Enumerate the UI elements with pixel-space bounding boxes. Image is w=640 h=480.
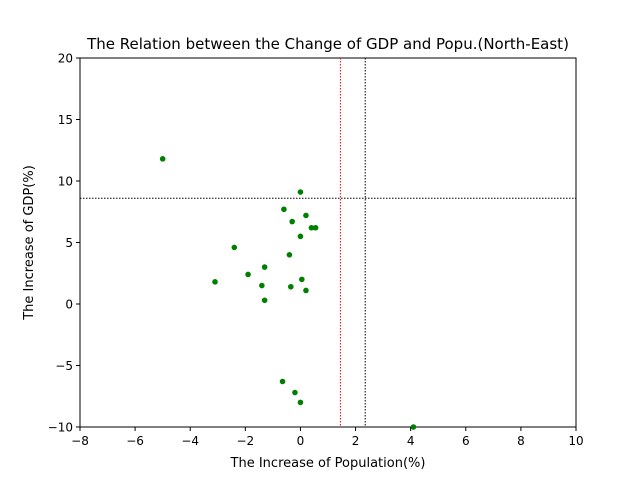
x-axis-ticks: −8 −6 −4 −2 0 2 4 6 8 10 xyxy=(71,427,584,448)
data-point xyxy=(286,252,293,258)
data-point xyxy=(312,224,319,231)
y-tick-label: 10 xyxy=(58,175,73,189)
data-point xyxy=(292,389,298,396)
data-point xyxy=(303,287,309,294)
plot-area-frame xyxy=(79,57,577,428)
y-tick-label: 15 xyxy=(58,113,73,127)
y-tick-label: −10 xyxy=(48,421,73,435)
y-axis-label: The Increase of GDP(%) xyxy=(22,165,37,321)
y-tick-label: 0 xyxy=(65,298,73,312)
data-point xyxy=(279,378,286,385)
data-point xyxy=(281,206,287,213)
data-point xyxy=(288,283,294,290)
data-point xyxy=(297,189,304,195)
data-point xyxy=(231,244,238,251)
x-tick-label: 8 xyxy=(517,434,525,448)
data-point xyxy=(308,224,315,231)
data-point xyxy=(212,279,218,285)
x-tick-label: 10 xyxy=(568,434,583,448)
x-tick-label: −2 xyxy=(236,434,254,448)
x-tick-label: 0 xyxy=(297,434,305,448)
y-tick-label: −5 xyxy=(55,359,73,373)
data-point xyxy=(245,271,251,278)
data-point xyxy=(297,233,304,240)
data-point xyxy=(259,282,265,289)
data-point xyxy=(297,399,304,406)
x-tick-label: −8 xyxy=(71,434,89,448)
data-point xyxy=(159,156,166,162)
reference-lines xyxy=(80,58,576,427)
y-tick-label: 5 xyxy=(65,236,73,250)
chart-title: The Relation between the Change of GDP a… xyxy=(86,35,569,53)
data-point xyxy=(303,212,309,219)
data-point xyxy=(410,424,417,430)
y-tick-label: 20 xyxy=(58,52,73,66)
x-tick-label: 6 xyxy=(462,434,470,448)
x-tick-label: −6 xyxy=(126,434,144,448)
data-point xyxy=(299,276,305,283)
x-tick-label: 2 xyxy=(352,434,360,448)
data-point xyxy=(261,264,268,270)
data-point xyxy=(289,218,295,225)
x-axis-label: The Increase of Population(%) xyxy=(230,456,426,471)
data-point xyxy=(261,297,268,304)
x-tick-label: −4 xyxy=(181,434,199,448)
data-points xyxy=(159,156,417,430)
x-tick-label: 4 xyxy=(407,434,415,448)
y-axis-ticks: −10 −5 0 5 10 15 20 xyxy=(48,52,80,435)
